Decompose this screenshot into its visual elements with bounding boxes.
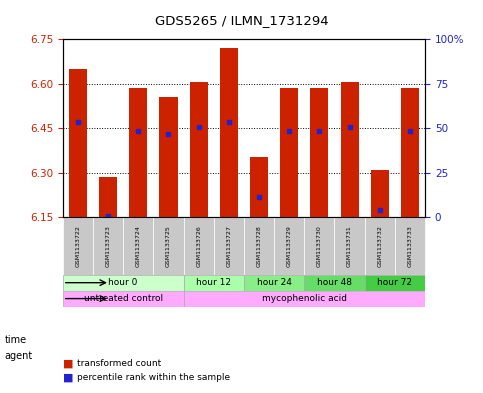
Text: time: time	[5, 335, 27, 345]
FancyBboxPatch shape	[63, 291, 184, 307]
FancyBboxPatch shape	[184, 275, 244, 291]
Text: GSM1133731: GSM1133731	[347, 225, 352, 267]
Text: hour 24: hour 24	[256, 278, 292, 287]
Text: GDS5265 / ILMN_1731294: GDS5265 / ILMN_1731294	[155, 15, 328, 28]
FancyBboxPatch shape	[213, 217, 244, 275]
Text: untreated control: untreated control	[84, 294, 163, 303]
Text: GSM1133724: GSM1133724	[136, 225, 141, 267]
Bar	[99, 177, 117, 217]
Text: mycophenolic acid: mycophenolic acid	[262, 294, 347, 303]
FancyBboxPatch shape	[184, 291, 425, 307]
Bar	[189, 83, 208, 217]
Text: GSM1133723: GSM1133723	[106, 225, 111, 267]
Text: GSM1133728: GSM1133728	[256, 225, 261, 267]
FancyBboxPatch shape	[63, 275, 184, 291]
Bar	[280, 88, 298, 217]
Bar	[69, 69, 87, 217]
FancyBboxPatch shape	[93, 217, 123, 275]
Bar	[129, 88, 147, 217]
Text: ■: ■	[63, 372, 73, 382]
FancyBboxPatch shape	[304, 217, 334, 275]
Bar	[220, 48, 238, 217]
Text: transformed count: transformed count	[77, 359, 161, 368]
FancyBboxPatch shape	[244, 275, 304, 291]
Text: GSM1133729: GSM1133729	[287, 225, 292, 267]
FancyBboxPatch shape	[184, 217, 213, 275]
Text: hour 72: hour 72	[377, 278, 412, 287]
Text: GSM1133730: GSM1133730	[317, 225, 322, 267]
Bar	[250, 156, 268, 217]
FancyBboxPatch shape	[244, 217, 274, 275]
FancyBboxPatch shape	[63, 217, 93, 275]
FancyBboxPatch shape	[123, 217, 154, 275]
Text: ■: ■	[63, 358, 73, 369]
Bar	[401, 88, 419, 217]
Bar	[341, 83, 358, 217]
Text: GSM1133726: GSM1133726	[196, 225, 201, 267]
Text: GSM1133732: GSM1133732	[377, 225, 382, 267]
FancyBboxPatch shape	[274, 217, 304, 275]
FancyBboxPatch shape	[304, 275, 365, 291]
FancyBboxPatch shape	[395, 217, 425, 275]
FancyBboxPatch shape	[154, 217, 184, 275]
Bar	[159, 97, 178, 217]
Text: GSM1133722: GSM1133722	[75, 225, 80, 267]
Text: GSM1133725: GSM1133725	[166, 225, 171, 267]
Text: GSM1133733: GSM1133733	[408, 225, 412, 267]
FancyBboxPatch shape	[334, 217, 365, 275]
Text: agent: agent	[5, 351, 33, 362]
FancyBboxPatch shape	[365, 217, 395, 275]
Text: hour 48: hour 48	[317, 278, 352, 287]
Text: GSM1133727: GSM1133727	[227, 225, 231, 267]
Bar	[311, 88, 328, 217]
Text: percentile rank within the sample: percentile rank within the sample	[77, 373, 230, 382]
Text: hour 12: hour 12	[196, 278, 231, 287]
Bar	[371, 170, 389, 217]
Text: hour 0: hour 0	[109, 278, 138, 287]
FancyBboxPatch shape	[365, 275, 425, 291]
